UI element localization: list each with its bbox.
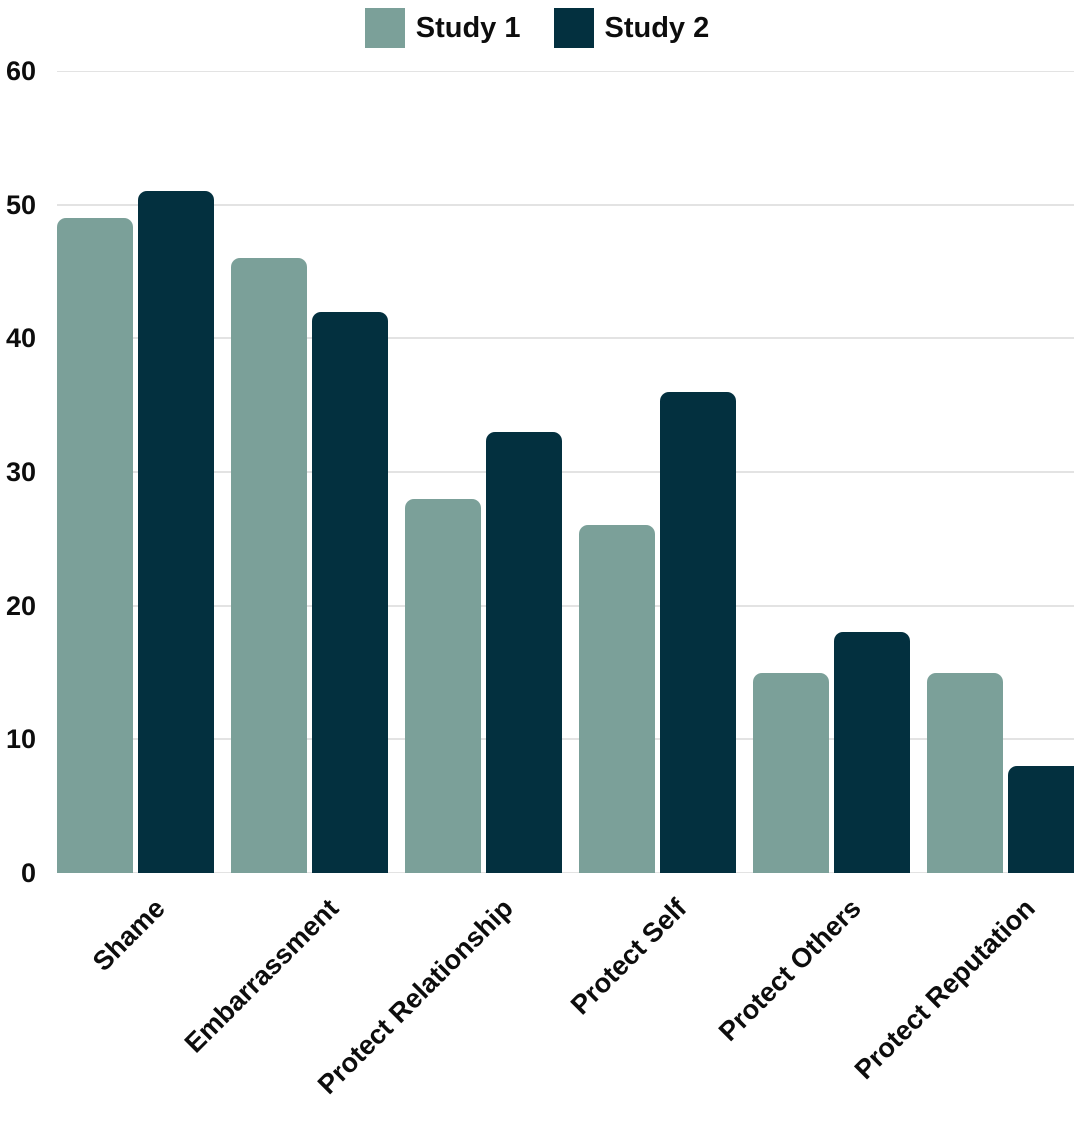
- bar-study-2-shame: [138, 191, 214, 873]
- x-axis-label-protect-relationship: Protect Relationship: [311, 893, 519, 1100]
- y-axis-tick-label-20: 20: [5, 590, 36, 621]
- x-axis-label-embarrassment: Embarrassment: [179, 893, 345, 1059]
- y-axis-tick-label-30: 30: [5, 457, 36, 487]
- x-axis-label-protect-reputation: Protect Reputation: [848, 893, 1041, 1085]
- gridline-y-10: [57, 738, 1074, 741]
- bar-study-2-embarrassment: [312, 311, 388, 873]
- x-axis-label-protect-self: Protect Self: [565, 893, 693, 1021]
- bar-study-1-protect-relationship: [405, 498, 481, 873]
- y-axis-tick-label-40: 40: [5, 323, 36, 354]
- legend-label-study-1: Study 1: [415, 11, 521, 44]
- bar-study-2-protect-reputation: [1008, 766, 1074, 873]
- legend-item-study-1: Study 1: [364, 8, 521, 48]
- x-axis-label-protect-others: Protect Others: [712, 893, 867, 1047]
- bar-study-2-protect-others: [834, 632, 910, 873]
- y-axis-tick-label-50: 50: [5, 189, 36, 220]
- legend-item-study-2: Study 2: [553, 8, 710, 48]
- gridline-y-20: [57, 604, 1074, 607]
- x-axis-label-shame: Shame: [86, 893, 171, 977]
- legend: Study 1 Study 2: [0, 6, 1074, 50]
- gridline-y-0: [57, 872, 1074, 873]
- bar-study-2-protect-self: [660, 391, 736, 873]
- plot-area: [57, 71, 1074, 873]
- bar-study-1-embarrassment: [231, 258, 307, 873]
- bar-study-1-protect-self: [579, 525, 655, 873]
- y-axis-tick-label-10: 10: [5, 724, 36, 755]
- legend-swatch-study-1-icon: [364, 8, 405, 48]
- bar-study-2-protect-relationship: [486, 431, 562, 873]
- bar-study-1-protect-reputation: [927, 672, 1003, 873]
- y-axis-tick-label-60: 60: [5, 56, 36, 86]
- y-axis-tick-label-0: 0: [20, 858, 36, 888]
- gridline-y-60: [57, 71, 1074, 72]
- gridline-y-40: [57, 337, 1074, 340]
- bar-study-1-protect-others: [753, 672, 829, 873]
- gridline-y-30: [57, 471, 1074, 473]
- bar-study-1-shame: [57, 218, 133, 873]
- legend-swatch-study-2-icon: [553, 8, 594, 48]
- gridline-y-50: [57, 203, 1074, 206]
- legend-label-study-2: Study 2: [604, 11, 710, 44]
